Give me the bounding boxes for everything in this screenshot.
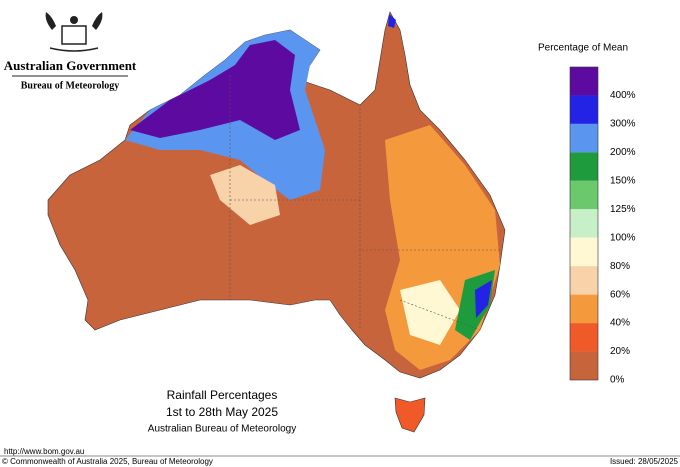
legend-swatch (570, 95, 598, 124)
caption-line: 1st to 28th May 2025 (166, 405, 278, 419)
bureau: Bureau of Meteorology (21, 80, 120, 91)
legend-swatch (570, 266, 598, 295)
caption-line: Rainfall Percentages (167, 388, 278, 402)
agency: Australian Government (4, 58, 137, 73)
legend-label: 40% (610, 318, 630, 329)
legend-title: Percentage of Mean (538, 43, 628, 54)
tasmania (394, 397, 426, 433)
coat-of-arms (45, 12, 103, 52)
legend-label: 20% (610, 346, 630, 357)
cape-york (388, 14, 396, 28)
url: http://www.bom.gov.au (4, 447, 84, 456)
legend-frame (569, 66, 599, 381)
australia-map (47, 11, 506, 433)
legend-swatch (570, 323, 598, 352)
legend-swatch (570, 351, 598, 380)
legend-swatch (570, 237, 598, 267)
legend-swatch (570, 209, 598, 238)
kimberley-very-high (130, 40, 300, 140)
south-green (210, 165, 280, 225)
legend-swatch (570, 294, 598, 324)
legend-swatch (570, 152, 598, 181)
state-borders (229, 75, 500, 331)
legend-label: 100% (610, 232, 636, 243)
legend-label: 125% (610, 204, 636, 215)
legend-swatch (570, 180, 598, 210)
legend-label: 150% (610, 175, 636, 186)
east-light (400, 280, 460, 345)
legend-label: 0% (610, 375, 625, 386)
legend-label: 400% (610, 90, 636, 101)
legend: 400% 300% 200% 150% 125% 100% 80% 60% 40% 20% 0% (569, 66, 636, 386)
legend-label: 200% (610, 147, 636, 158)
issued: Issued: 28/05/2025 (610, 457, 679, 466)
legend-label: 300% (610, 119, 636, 130)
legend-swatch (570, 123, 598, 153)
legend-label: 80% (610, 261, 630, 272)
legend-label: 60% (610, 289, 630, 300)
east-blue (475, 280, 492, 318)
copyright: © Commonwealth of Australia 2025, Bureau… (2, 457, 213, 466)
legend-swatch (570, 67, 598, 96)
caption-line: Australian Bureau of Meteorology (148, 424, 296, 435)
